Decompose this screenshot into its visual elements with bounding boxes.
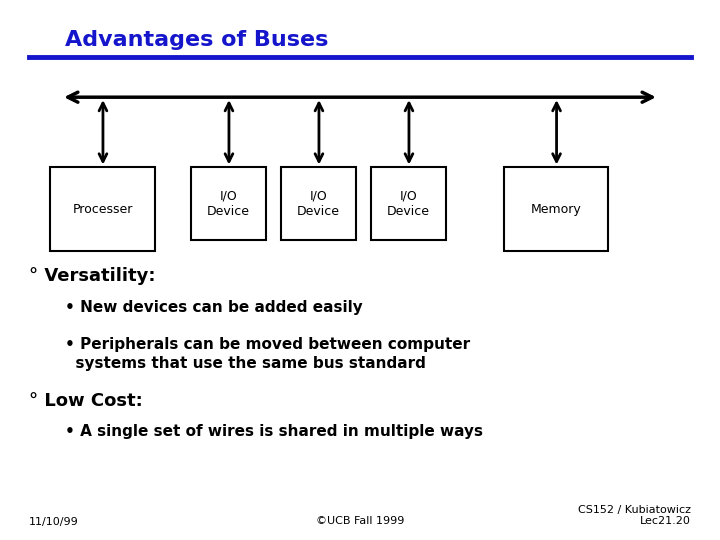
Text: ° Low Cost:: ° Low Cost: [29, 392, 143, 409]
Text: I/O
Device: I/O Device [387, 190, 430, 218]
Bar [371, 167, 446, 240]
Bar [50, 167, 155, 251]
Text: Memory: Memory [531, 202, 582, 216]
Bar [281, 167, 356, 240]
Bar [191, 167, 266, 240]
Text: • Peripherals can be moved between computer
  systems that use the same bus stan: • Peripherals can be moved between compu… [65, 338, 470, 371]
Text: I/O
Device: I/O Device [297, 190, 340, 218]
Bar [504, 167, 608, 251]
Text: 11/10/99: 11/10/99 [29, 516, 78, 526]
Text: ©UCB Fall 1999: ©UCB Fall 1999 [316, 516, 404, 526]
Text: Advantages of Buses: Advantages of Buses [65, 30, 328, 50]
Text: CS152 / Kubiatowicz
Lec21.20: CS152 / Kubiatowicz Lec21.20 [578, 505, 691, 526]
Text: • New devices can be added easily: • New devices can be added easily [65, 300, 363, 315]
Text: I/O
Device: I/O Device [207, 190, 250, 218]
Text: Processer: Processer [73, 202, 132, 216]
Text: ° Versatility:: ° Versatility: [29, 267, 156, 285]
Text: • A single set of wires is shared in multiple ways: • A single set of wires is shared in mul… [65, 424, 483, 439]
